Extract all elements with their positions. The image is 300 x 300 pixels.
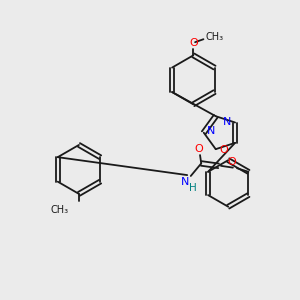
Text: CH₃: CH₃ [50, 205, 68, 215]
Text: O: O [189, 38, 198, 48]
Text: N: N [207, 126, 216, 136]
Text: O: O [194, 144, 203, 154]
Text: H: H [189, 182, 196, 193]
Text: N: N [223, 117, 231, 127]
Text: CH₃: CH₃ [206, 32, 224, 42]
Text: O: O [220, 145, 228, 155]
Text: O: O [227, 157, 236, 167]
Text: N: N [181, 178, 190, 188]
